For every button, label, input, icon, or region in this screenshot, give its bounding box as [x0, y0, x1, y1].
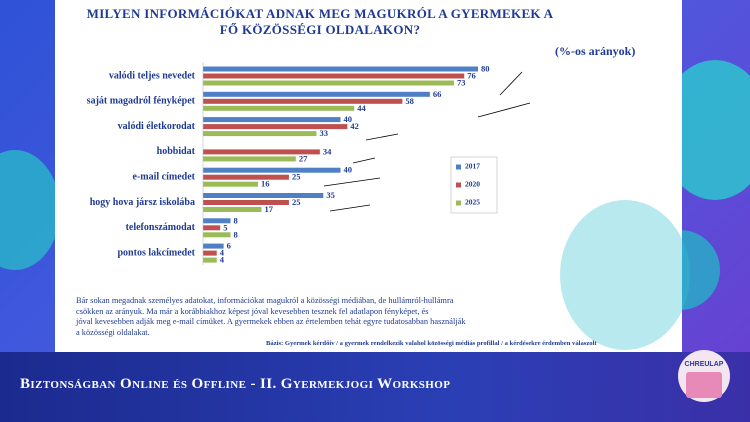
- legend-swatch: [456, 182, 461, 188]
- body-line: a közösségi oldalakat.: [76, 327, 150, 337]
- data-label: 58: [405, 96, 414, 106]
- bar: [203, 225, 221, 231]
- bar: [203, 156, 296, 162]
- data-label: 35: [326, 190, 335, 200]
- bar: [203, 117, 341, 123]
- category-label: pontos lakcímedet: [118, 247, 196, 258]
- bar: [203, 193, 324, 198]
- data-label: 76: [467, 70, 476, 80]
- chart-title: MILYEN INFORMÁCIÓKAT ADNAK MEG MAGUKRÓL …: [86, 6, 554, 37]
- bar: [203, 243, 224, 249]
- data-label: 73: [457, 77, 466, 87]
- data-label: 16: [261, 179, 270, 189]
- data-label: 80: [481, 63, 490, 73]
- data-label: 25: [292, 197, 301, 207]
- data-label: 8: [234, 229, 238, 239]
- bar: [203, 149, 320, 155]
- bar: [203, 80, 454, 86]
- data-label: 27: [299, 153, 308, 163]
- bar: [203, 105, 355, 111]
- chart-subtitle: (%-os arányok): [555, 44, 636, 58]
- decor: [560, 200, 690, 350]
- arrow: [329, 204, 371, 212]
- bar: [203, 167, 341, 173]
- legend-label: 2025: [465, 198, 480, 207]
- data-label: 66: [433, 89, 442, 99]
- legend-label: 2017: [465, 162, 480, 171]
- bar: [203, 66, 478, 72]
- data-label: 17: [264, 204, 273, 214]
- category-label: e-mail címedet: [133, 171, 196, 182]
- data-label: 4: [220, 248, 225, 258]
- data-label: 33: [319, 128, 328, 138]
- data-label: 40: [344, 165, 353, 175]
- bar: [203, 250, 217, 256]
- data-label: 34: [323, 146, 332, 156]
- arrow: [499, 71, 523, 96]
- category-label: saját magadról fényképet: [87, 96, 196, 107]
- bar: [203, 98, 403, 104]
- category-label: telefonszámodat: [126, 222, 196, 233]
- logo: CHREULAP: [676, 344, 732, 404]
- legend-box: [450, 156, 498, 214]
- footer-title: Biztonságban Online és Offline - II. Gye…: [20, 376, 451, 392]
- logo-graphic: CHREULAP: [678, 350, 730, 402]
- category-label: hobbidat: [157, 146, 196, 157]
- legend-swatch: [456, 200, 461, 206]
- arrow: [352, 157, 376, 164]
- source-note: Bázis: Gyermek kérdőív / a gyermek rende…: [266, 340, 597, 347]
- content-panel: [55, 0, 682, 352]
- bar: [203, 207, 262, 212]
- data-label: 44: [357, 103, 366, 113]
- category-label: valódi teljes nevedet: [109, 70, 196, 81]
- arrow: [477, 102, 531, 118]
- bar: [203, 218, 231, 224]
- arrow: [323, 177, 381, 187]
- data-label: 25: [292, 172, 301, 182]
- data-label: 6: [227, 241, 231, 251]
- body-line: csökken az arányuk. Ma már a korábbiakho…: [76, 306, 429, 316]
- bar: [203, 73, 465, 79]
- legend-swatch: [456, 164, 461, 170]
- arrows: [323, 71, 531, 212]
- body-line: Bár sokan megadnak személyes adatokat, i…: [76, 296, 454, 305]
- bar: [203, 200, 289, 205]
- bar: [203, 257, 217, 263]
- bar: [203, 174, 289, 180]
- legend-label: 2020: [465, 180, 480, 189]
- body-text: Bár sokan megadnak személyes adatokat, i…: [76, 296, 466, 338]
- bar: [203, 124, 348, 130]
- body-line: jóval kevesebben adják meg e-mail címüke…: [76, 317, 466, 327]
- bar: [203, 181, 258, 187]
- logo-text: CHREULAP: [685, 361, 724, 368]
- data-label: 4: [220, 255, 225, 265]
- category-label: valódi életkorodat: [118, 121, 196, 132]
- data-label: 5: [223, 222, 227, 232]
- bar: [203, 232, 231, 238]
- category-label: hogy hova jársz iskolába: [90, 197, 195, 208]
- bar: [203, 91, 430, 97]
- data-label: 8: [234, 215, 238, 225]
- bar: [203, 131, 317, 137]
- footer-band: [0, 352, 750, 422]
- arrow: [365, 133, 399, 141]
- data-label: 42: [350, 121, 359, 131]
- data-label: 40: [344, 114, 353, 124]
